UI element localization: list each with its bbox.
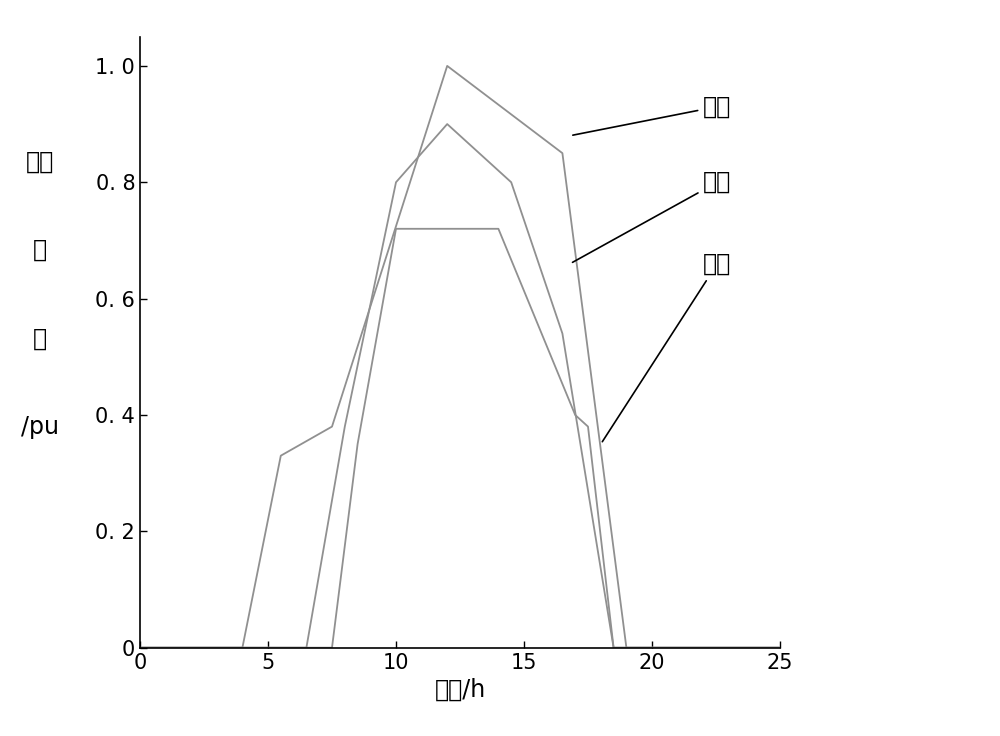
Text: 力: 力 bbox=[33, 327, 47, 350]
Text: 冬季: 冬季 bbox=[602, 252, 731, 442]
Text: /pu: /pu bbox=[21, 415, 59, 439]
Text: 夏季: 夏季 bbox=[573, 95, 731, 135]
Text: 出: 出 bbox=[33, 238, 47, 262]
X-axis label: 小时/h: 小时/h bbox=[434, 678, 486, 702]
Text: 春秋: 春秋 bbox=[573, 170, 731, 262]
Text: 光伏: 光伏 bbox=[26, 150, 54, 174]
